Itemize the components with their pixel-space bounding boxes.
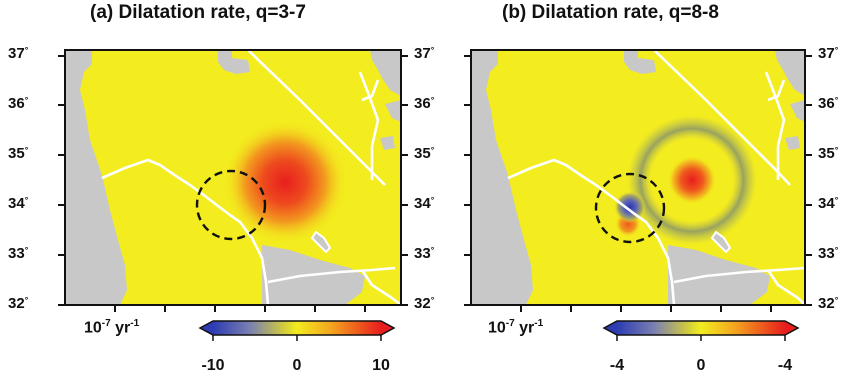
colorbar-a-tick-label: 0 [292, 357, 302, 374]
panel-a-title: (a) Dilatation rate, q=3-7 [90, 2, 306, 23]
lat-label: 32° [818, 295, 839, 312]
lat-label: 37° [818, 45, 839, 62]
colorbar-a-unit: 10-7 yr-1 [84, 318, 140, 337]
colorbar-a [198, 320, 396, 341]
colorbar-a-tick-label: 10 [372, 357, 390, 374]
panel-b-title: (b) Dilatation rate, q=8-8 [502, 2, 719, 23]
lat-label: 33° [818, 245, 839, 262]
colorbar-b-unit: 10-7 yr-1 [488, 318, 544, 337]
lat-label: 36° [818, 95, 839, 112]
lat-label: 37° [8, 45, 29, 62]
colorbar-b-tick-label: -4 [609, 357, 625, 374]
panel-b-map [471, 50, 805, 305]
lat-label: 36° [414, 95, 435, 112]
lat-label: 35° [8, 145, 29, 162]
lat-label: 33° [8, 245, 29, 262]
lat-label: 35° [414, 145, 435, 162]
lat-label: 32° [8, 295, 29, 312]
lat-label: 33° [414, 245, 435, 262]
lat-label: 36° [8, 95, 29, 112]
panel-a-map [65, 50, 401, 305]
lat-label: 34° [8, 195, 29, 212]
panel-b-ticks [464, 55, 812, 312]
colorbar-b-tick-label: 0 [696, 357, 706, 374]
lat-label: 37° [414, 45, 435, 62]
lat-label: 35° [818, 145, 839, 162]
colorbar-b [602, 320, 800, 341]
lat-label: 34° [414, 195, 435, 212]
panel-a-frame [64, 49, 402, 306]
colorbar-b-tick-label: -4 [777, 357, 793, 374]
colorbar-a-tick-label: -10 [201, 357, 225, 374]
lat-label: 32° [414, 295, 435, 312]
panel-a-ticks [58, 55, 408, 312]
panel-b-frame [470, 49, 806, 306]
lat-label: 34° [818, 195, 839, 212]
